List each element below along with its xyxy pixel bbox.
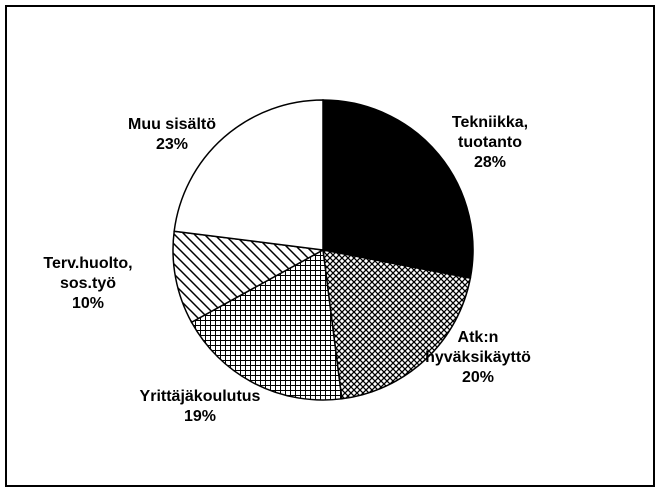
percent-label: 23% (155, 136, 189, 153)
pie-slice (172, 230, 326, 324)
slice-label: Yrittäjäkoulutus 19% (115, 387, 285, 427)
pie-slice (173, 99, 324, 251)
category-name: Terv.huolto, sos.työ (43, 255, 133, 292)
category-name: Muu sisältö (127, 116, 216, 133)
slice-label: Atk:n hyväksikäyttö 20% (413, 328, 543, 388)
category-name: Atk:n hyväksikäyttö (425, 329, 531, 366)
slice-label: Tekniikka, tuotanto 28% (435, 113, 545, 173)
pie-slice (190, 248, 343, 401)
pie-slice (322, 99, 474, 279)
percent-label: 19% (183, 408, 217, 425)
category-name: Tekniikka, tuotanto (451, 114, 529, 151)
chart-frame (5, 5, 655, 487)
percent-label: 20% (461, 369, 495, 386)
slice-label: Terv.huolto, sos.työ 10% (23, 254, 153, 314)
slice-label: Muu sisältö 23% (107, 115, 237, 155)
category-name: Yrittäjäkoulutus (139, 388, 261, 405)
percent-label: 10% (71, 295, 105, 312)
pie-slice (322, 249, 472, 400)
percent-label: 28% (473, 154, 507, 171)
